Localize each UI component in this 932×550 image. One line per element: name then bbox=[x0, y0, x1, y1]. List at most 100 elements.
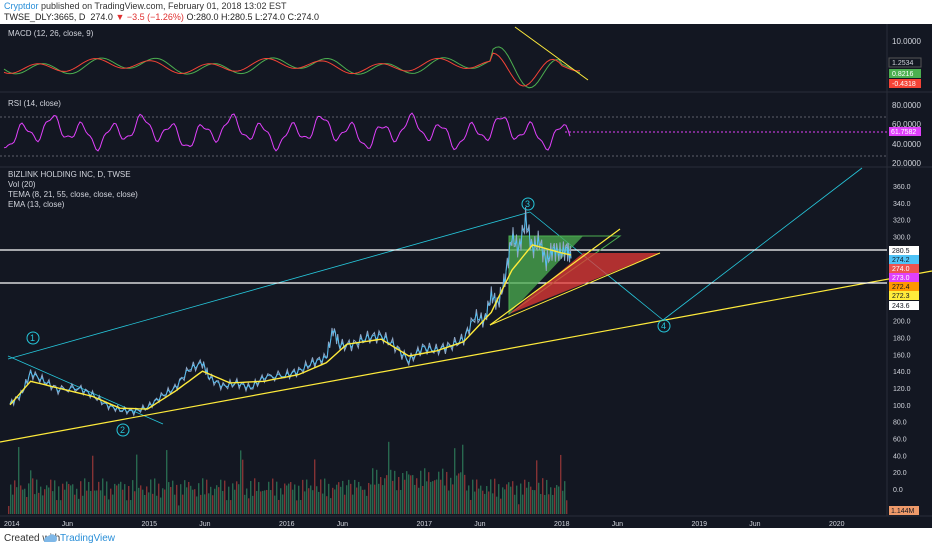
volume-bar bbox=[540, 494, 542, 514]
volume-bar bbox=[168, 482, 170, 514]
volume-bar bbox=[206, 479, 208, 514]
volume-bar bbox=[88, 481, 90, 514]
volume-bar bbox=[238, 484, 240, 514]
volume-bar bbox=[494, 478, 496, 514]
published-text: published on TradingView.com, February 0… bbox=[41, 1, 287, 11]
volume-bar bbox=[322, 493, 324, 514]
volume-bar bbox=[78, 498, 80, 514]
volume-bar bbox=[520, 483, 522, 514]
close-tag bbox=[889, 264, 919, 273]
volume-bar bbox=[532, 489, 534, 514]
volume-bar bbox=[518, 504, 520, 514]
volume-bar bbox=[104, 495, 106, 514]
volume-bar bbox=[84, 478, 86, 514]
volume-bar bbox=[16, 487, 18, 514]
volume-bar bbox=[408, 474, 410, 514]
volume-bar bbox=[262, 490, 264, 514]
symbol-info: TWSE_DLY:3665, D 274.0 ▼ −3.5 (−1.26%) O… bbox=[4, 12, 319, 22]
volume-bar bbox=[364, 489, 366, 514]
wave-label-1: 1 bbox=[26, 331, 40, 345]
time-axis-label: 2020 bbox=[829, 521, 845, 528]
channel-projection bbox=[662, 167, 863, 321]
volume-bars bbox=[8, 441, 568, 514]
wedge-lower bbox=[489, 252, 661, 326]
rsi-axis-80: 80.0000 bbox=[892, 101, 921, 110]
volume-bar bbox=[192, 489, 194, 514]
chart-area[interactable]: MACD (12, 26, close, 9) 10.0000 1.2534 0… bbox=[0, 24, 932, 528]
volume-bar bbox=[458, 473, 460, 514]
volume-bar bbox=[544, 494, 546, 514]
volume-bar bbox=[92, 455, 94, 514]
volume-bar bbox=[296, 500, 298, 514]
footer-bar: Created with TradingView bbox=[0, 528, 932, 550]
volume-bar bbox=[98, 481, 100, 514]
volume-bar bbox=[442, 468, 444, 514]
ma1-tag bbox=[889, 282, 919, 291]
price-axis-label: 0.0 bbox=[893, 487, 903, 494]
volume-bar bbox=[412, 475, 414, 514]
volume-bar bbox=[46, 485, 48, 514]
volume-bar bbox=[12, 494, 14, 514]
close-value: 274.0 bbox=[892, 266, 910, 273]
volume-bar bbox=[512, 481, 514, 514]
ma2-value: 272.3 bbox=[892, 293, 910, 300]
volume-bar bbox=[356, 487, 358, 514]
svg-text:1: 1 bbox=[30, 333, 35, 343]
volume-bar bbox=[500, 498, 502, 514]
volume-bar bbox=[510, 486, 512, 514]
volume-bar bbox=[278, 499, 280, 514]
time-axis-label: Jun bbox=[199, 521, 210, 528]
volume-tag bbox=[889, 506, 919, 515]
volume-bar bbox=[450, 477, 452, 514]
down-arrow-icon: ▼ bbox=[115, 12, 125, 22]
volume-bar bbox=[32, 478, 34, 514]
volume-bar bbox=[320, 479, 322, 514]
volume-bar bbox=[530, 486, 532, 514]
time-axis-label: 2018 bbox=[554, 521, 570, 528]
price-line bbox=[9, 207, 572, 417]
volume-bar bbox=[508, 482, 510, 514]
price-axis-label: 120.0 bbox=[893, 386, 911, 393]
volume-bar bbox=[272, 478, 274, 514]
signal-value-box bbox=[889, 69, 921, 78]
volume-bar bbox=[270, 490, 272, 514]
volume-bar bbox=[114, 483, 116, 514]
rsi-axis-20: 20.0000 bbox=[892, 159, 921, 168]
volume-bar bbox=[38, 492, 40, 514]
author-link[interactable]: Cryptdor bbox=[4, 1, 39, 11]
volume-bar bbox=[294, 484, 296, 514]
volume-bar bbox=[248, 498, 250, 514]
volume-bar bbox=[244, 494, 246, 514]
hist-value: -0.4318 bbox=[892, 81, 916, 88]
volume-bar bbox=[438, 471, 440, 514]
tradingview-logo-icon bbox=[44, 534, 57, 542]
volume-bar bbox=[384, 478, 386, 514]
tradingview-brand[interactable]: TradingView bbox=[60, 533, 116, 544]
price-change: −3.5 (−1.26%) bbox=[126, 12, 184, 22]
volume-bar bbox=[448, 490, 450, 514]
price-axis-label: 140.0 bbox=[893, 369, 911, 376]
volume-bar bbox=[552, 494, 554, 514]
volume-bar bbox=[108, 499, 110, 514]
volume-bar bbox=[330, 498, 332, 514]
volume-bar bbox=[566, 500, 568, 514]
chart-svg[interactable]: MACD (12, 26, close, 9) 10.0000 1.2534 0… bbox=[0, 24, 932, 528]
volume-bar bbox=[100, 490, 102, 514]
volume-bar bbox=[146, 486, 148, 514]
price-axis-label: 80.0 bbox=[893, 420, 907, 427]
volume-bar bbox=[396, 490, 398, 514]
volume-bar bbox=[60, 500, 62, 514]
volume-bar bbox=[242, 459, 244, 514]
volume-bar bbox=[280, 488, 282, 514]
volume-bar bbox=[402, 472, 404, 514]
volume-bar bbox=[256, 490, 258, 514]
volume-bar bbox=[378, 483, 380, 514]
volume-bar bbox=[268, 481, 270, 514]
volume-bar bbox=[314, 459, 316, 514]
volume-bar bbox=[188, 481, 190, 514]
volume-bar bbox=[234, 489, 236, 514]
volume-bar bbox=[40, 486, 42, 514]
volume-bar bbox=[42, 495, 44, 514]
volume-bar bbox=[66, 481, 68, 514]
volume-bar bbox=[394, 470, 396, 514]
